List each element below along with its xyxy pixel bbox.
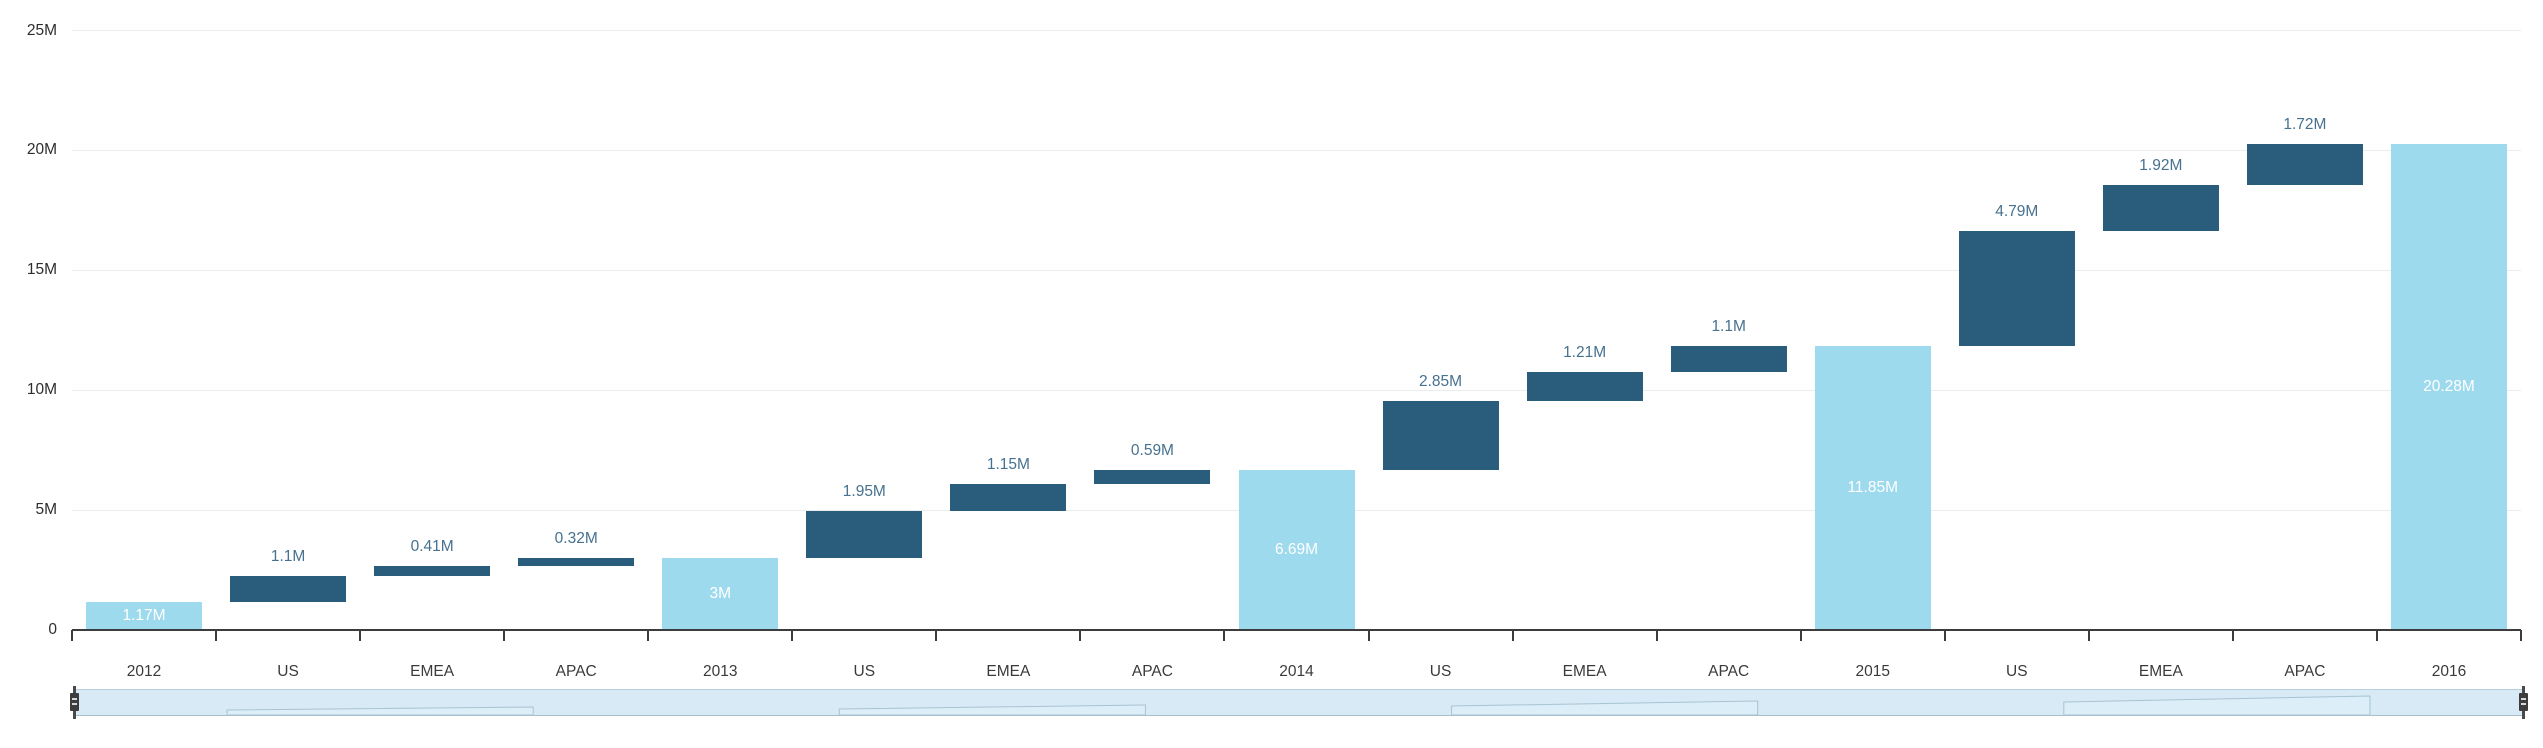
axis-tick <box>2087 630 2090 641</box>
bar-value-label: 20.28M <box>2423 377 2475 395</box>
x-axis-label: APAC <box>555 663 597 680</box>
x-axis-label: 2013 <box>703 663 738 680</box>
x-axis-label: US <box>277 663 299 680</box>
bar-value-label: 0.41M <box>410 537 454 555</box>
axis-tick <box>1511 630 1514 641</box>
y-axis-label: 25M <box>26 21 57 39</box>
x-axis-label: US <box>1429 663 1452 680</box>
gridline <box>72 149 2521 151</box>
axis-tick <box>2520 630 2522 641</box>
y-axis-label: 5M <box>35 501 57 519</box>
bar-value-label: 1.1M <box>270 547 306 565</box>
axis-tick <box>215 630 218 641</box>
axis-tick <box>791 630 794 641</box>
axis-tick <box>2375 630 2378 641</box>
bar-value-label: 2.85M <box>1419 373 1463 391</box>
y-axis-label: 10M <box>26 381 57 399</box>
x-axis-label: EMEA <box>1562 663 1607 680</box>
scrollbar-track[interactable] <box>74 689 2523 716</box>
delta-bar[interactable] <box>1526 372 1643 402</box>
axis-tick <box>1799 630 1802 641</box>
axis-tick <box>359 630 362 641</box>
bar-value-label: 1.95M <box>842 483 886 501</box>
gridline <box>72 269 2521 271</box>
bar-value-label: 1.92M <box>2139 156 2183 174</box>
x-axis-label: 2016 <box>2431 663 2467 680</box>
x-axis-label: EMEA <box>2138 663 2183 680</box>
scrollbar-right-handle-grip-icon[interactable] <box>2518 693 2528 711</box>
axis-tick <box>503 630 506 641</box>
axis-tick <box>1367 630 1370 641</box>
axis-tick <box>1655 630 1658 641</box>
bar-value-label: 11.85M <box>1847 478 1899 496</box>
bar-value-label: 3M <box>709 585 732 603</box>
bar-value-label: 1.21M <box>1563 344 1607 362</box>
delta-bar[interactable] <box>1670 345 1787 373</box>
axis-tick <box>2231 630 2234 641</box>
delta-bar[interactable] <box>806 511 923 559</box>
total-bar[interactable] <box>86 601 203 630</box>
axis-tick <box>1079 630 1082 641</box>
bar-value-label: 0.32M <box>554 530 598 548</box>
axis-tick <box>1223 630 1226 641</box>
bar-value-label: 6.69M <box>1274 540 1319 558</box>
x-axis-label: US <box>2006 663 2028 680</box>
y-axis-label: 20M <box>26 141 57 159</box>
axis-tick <box>935 630 938 641</box>
axis-tick <box>647 630 650 641</box>
axis-tick <box>1943 630 1946 641</box>
bar-value-label: 0.59M <box>1130 441 1174 459</box>
x-axis-label: 2015 <box>1855 663 1890 680</box>
x-axis-line <box>72 629 2521 631</box>
x-axis-label: EMEA <box>410 663 455 680</box>
y-axis-label: 15M <box>26 261 57 279</box>
x-axis-label: APAC <box>2284 663 2326 680</box>
delta-bar[interactable] <box>230 575 347 602</box>
bar-value-label: 1.72M <box>2283 115 2327 133</box>
x-axis-label: 2012 <box>126 663 162 680</box>
bar-value-label: 1.17M <box>122 606 166 624</box>
x-axis-label: 2014 <box>1279 663 1314 680</box>
gridline <box>72 30 2521 31</box>
bar-value-label: 4.79M <box>1995 202 2039 220</box>
delta-bar[interactable] <box>1958 230 2075 346</box>
total-bar[interactable] <box>1814 345 1931 630</box>
delta-bar[interactable] <box>1094 469 1211 484</box>
total-bar[interactable] <box>2390 143 2507 630</box>
delta-bar[interactable] <box>1382 401 1499 470</box>
bar-value-label: 1.15M <box>986 455 1030 473</box>
delta-bar[interactable] <box>374 565 491 576</box>
gridline <box>72 389 2521 391</box>
total-bar[interactable] <box>1238 469 1355 630</box>
delta-bar[interactable] <box>2246 143 2363 185</box>
axis-tick <box>71 630 73 641</box>
scrollbar-left-handle-grip-icon[interactable] <box>69 693 79 711</box>
x-axis-label: APAC <box>1131 663 1173 680</box>
delta-bar[interactable] <box>2102 184 2219 231</box>
x-axis-label: APAC <box>1708 663 1750 680</box>
x-axis-label: US <box>853 663 876 680</box>
bar-value-label: 1.1M <box>1711 317 1746 335</box>
x-axis-label: EMEA <box>986 663 1031 680</box>
delta-bar[interactable] <box>950 483 1067 512</box>
delta-bar[interactable] <box>518 558 635 566</box>
total-bar[interactable] <box>662 558 779 630</box>
y-axis-label: 0 <box>48 621 57 638</box>
